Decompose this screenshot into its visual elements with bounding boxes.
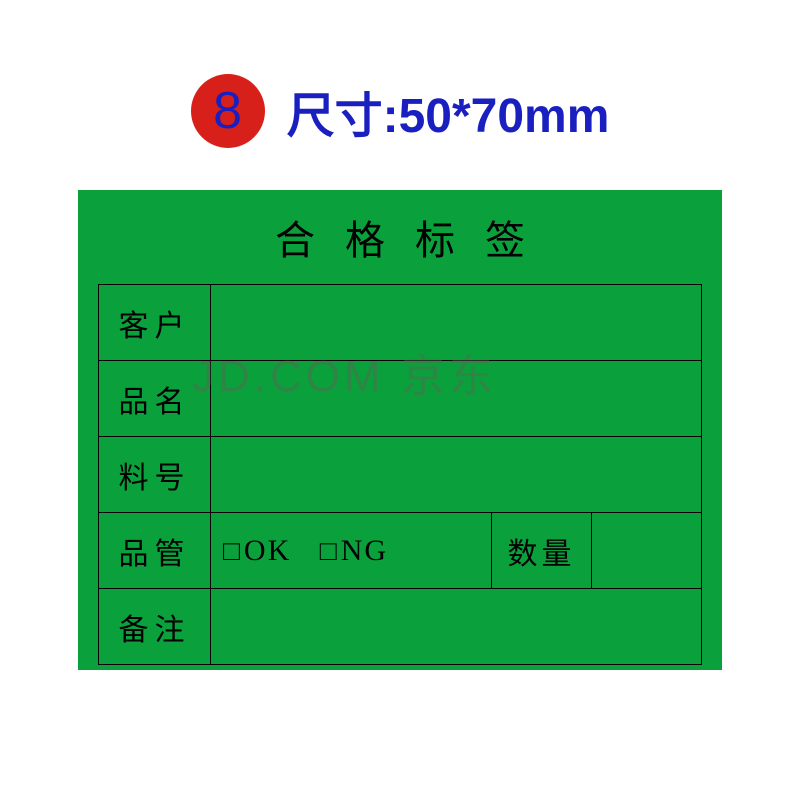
product-label: 品名	[99, 361, 211, 437]
remark-value	[211, 589, 702, 665]
remark-label: 备注	[99, 589, 211, 665]
material-value	[211, 437, 702, 513]
table-row: 料号	[99, 437, 702, 513]
customer-value	[211, 285, 702, 361]
table-row: 备注	[99, 589, 702, 665]
label-form-table: 客户 品名 料号 品管 □OK □NG 数量 备注	[98, 284, 702, 665]
qc-ng-text: NG	[341, 534, 388, 567]
table-row: 客户	[99, 285, 702, 361]
table-row: 品名	[99, 361, 702, 437]
qty-label: 数量	[491, 513, 591, 589]
qc-label: 品管	[99, 513, 211, 589]
qualified-label-card: 合格标签 客户 品名 料号 品管 □OK □NG 数量	[78, 190, 722, 670]
qc-options: □OK □NG	[211, 513, 492, 589]
qc-ok-text: OK	[244, 534, 291, 567]
badge-number: 8	[213, 81, 242, 141]
checkbox-icon: □	[223, 536, 242, 567]
card-title: 合格标签	[98, 208, 702, 266]
material-label: 料号	[99, 437, 211, 513]
customer-label: 客户	[99, 285, 211, 361]
badge-circle: 8	[191, 74, 265, 148]
checkbox-icon: □	[320, 536, 339, 567]
header-row: 8 尺寸:50*70mm	[0, 74, 800, 148]
product-value	[211, 361, 702, 437]
size-label: 尺寸:50*70mm	[287, 76, 610, 146]
table-row: 品管 □OK □NG 数量	[99, 513, 702, 589]
qty-value	[591, 513, 701, 589]
